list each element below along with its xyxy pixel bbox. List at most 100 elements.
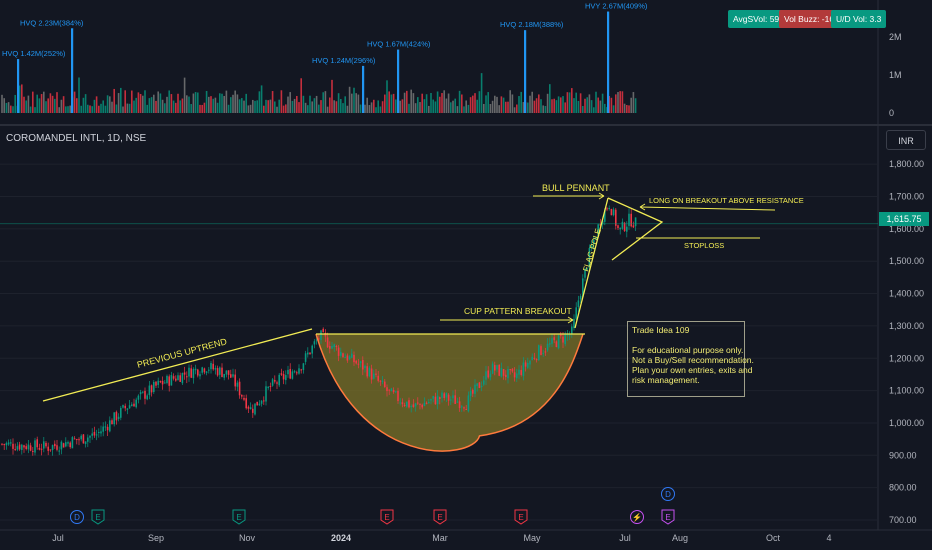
event-icon-label: D — [665, 490, 671, 499]
candle-body — [38, 448, 41, 450]
volume-bar — [344, 96, 346, 113]
candle-body — [256, 401, 258, 406]
volume-bar — [458, 90, 461, 113]
candle-body — [230, 374, 232, 378]
candle-body — [432, 395, 434, 399]
candle-body — [326, 337, 329, 348]
volume-bar — [252, 99, 254, 113]
volume-bar — [399, 100, 401, 113]
volume-bar — [144, 90, 146, 113]
volume-bar — [340, 99, 342, 113]
candle-body — [560, 334, 562, 336]
candle-body — [276, 382, 278, 384]
price-tick-label: 700.00 — [889, 515, 917, 525]
candle-body — [542, 352, 544, 354]
currency-button[interactable]: INR — [886, 130, 926, 150]
candle-body — [122, 405, 124, 408]
volume-bar — [247, 105, 250, 113]
volume-bar — [43, 91, 45, 113]
volume-bar — [10, 105, 12, 113]
candle-body — [23, 445, 25, 448]
volume-bar — [7, 102, 10, 113]
candle-body — [595, 237, 597, 240]
candle-body — [208, 369, 210, 371]
candle-body — [168, 376, 170, 386]
volume-bar — [584, 98, 586, 113]
volume-bar — [190, 104, 192, 113]
price-tick-label: 900.00 — [889, 450, 917, 460]
candle-body — [69, 442, 71, 448]
volume-bar — [555, 100, 558, 113]
candle-body — [113, 412, 115, 425]
candle-body — [634, 217, 637, 227]
candle-body — [436, 395, 439, 405]
candle-body — [412, 404, 415, 408]
volume-bar — [161, 99, 164, 113]
volume-bar — [346, 105, 349, 113]
candle-body — [485, 371, 487, 380]
candle-body — [71, 437, 74, 449]
volume-bar — [419, 102, 421, 113]
candle-body — [232, 374, 234, 377]
volume-bar — [25, 100, 27, 113]
volume-bar — [425, 94, 428, 113]
candle-body — [280, 373, 283, 375]
volume-bar — [496, 96, 498, 113]
volume-bar — [155, 100, 157, 113]
candle-body — [555, 341, 558, 347]
volume-bar — [65, 106, 67, 113]
candle-body — [425, 402, 428, 404]
candle-body — [366, 366, 368, 377]
candle-body — [472, 389, 474, 394]
last-price-tag: 1,615.75 — [879, 212, 929, 226]
volume-bar — [370, 102, 373, 113]
candle-body — [566, 334, 569, 336]
volume-bar — [128, 103, 131, 113]
volume-bar — [529, 95, 531, 113]
candle-body — [25, 446, 27, 450]
candle-body — [76, 438, 78, 440]
volume-bar — [126, 103, 129, 113]
volume-bar — [54, 98, 56, 113]
candle-body — [337, 347, 340, 356]
volume-bar — [351, 93, 353, 113]
candle-body — [14, 449, 16, 451]
volume-bar — [452, 100, 454, 113]
candle-body — [40, 448, 43, 450]
candle-body — [45, 442, 47, 447]
trade-idea-note[interactable]: Trade Idea 109 For educational purpose o… — [627, 321, 754, 397]
candle-body — [430, 399, 432, 401]
volume-bar — [467, 104, 470, 113]
candle-body — [443, 393, 445, 398]
volume-bar — [282, 105, 285, 113]
volume-bar — [322, 92, 324, 113]
volume-bar — [566, 92, 569, 113]
candle-body — [434, 396, 437, 405]
candle-body — [34, 440, 36, 453]
volume-bar — [348, 86, 351, 113]
time-tick-label: May — [523, 533, 541, 543]
candle-body — [102, 426, 104, 432]
volume-bar — [450, 102, 452, 113]
volume-bar — [135, 97, 137, 113]
candle-body — [155, 381, 157, 386]
event-icon — [380, 509, 394, 525]
candle-body — [124, 405, 126, 409]
volume-bar — [256, 100, 258, 113]
volume-bar — [628, 105, 630, 113]
volume-bar — [353, 87, 355, 113]
price-tick-label: 1,600.00 — [889, 224, 924, 234]
candle-body — [619, 227, 621, 230]
volume-bar — [95, 96, 98, 113]
volume-bar — [51, 95, 54, 113]
candle-body — [379, 380, 382, 382]
volume-spike-bar — [524, 30, 527, 113]
candle-body — [531, 356, 533, 361]
volume-bar — [175, 102, 177, 113]
candle-body — [601, 220, 604, 225]
candle-body — [87, 437, 89, 442]
time-tick-label: Mar — [432, 533, 448, 543]
volume-bar — [166, 96, 168, 113]
volume-bar — [564, 102, 566, 113]
